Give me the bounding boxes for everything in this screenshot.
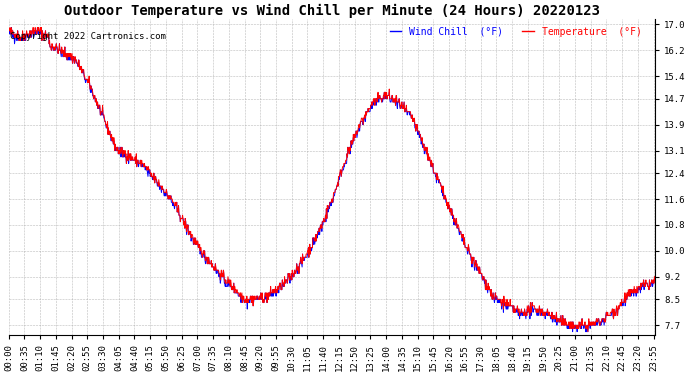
Wind Chill  (°F) [575,323,584,327]
Wind Chill  (°F) [221,284,229,289]
Wind Chill  (°F) [7,26,15,30]
Wind Chill  (°F) [133,161,141,166]
Text: Copyright 2022 Cartronics.com: Copyright 2022 Cartronics.com [10,32,166,41]
Temperature  (°F) [149,174,157,178]
Temperature  (°F) [6,26,14,30]
Legend: Wind Chill  (°F), Temperature  (°F): Wind Chill (°F), Temperature (°F) [386,22,646,40]
Wind Chill  (°F) [651,278,660,282]
Temperature  (°F) [221,281,229,285]
Wind Chill  (°F) [433,177,442,182]
Temperature  (°F) [133,158,141,162]
Temperature  (°F) [584,330,592,334]
Wind Chill  (°F) [149,174,157,178]
Temperature  (°F) [575,320,583,324]
Temperature  (°F) [5,28,13,33]
Wind Chill  (°F) [5,28,13,33]
Title: Outdoor Temperature vs Wind Chill per Minute (24 Hours) 20220123: Outdoor Temperature vs Wind Chill per Mi… [64,4,600,18]
Line: Wind Chill  (°F): Wind Chill (°F) [9,28,656,332]
Line: Temperature  (°F): Temperature (°F) [9,28,656,332]
Wind Chill  (°F) [518,310,526,315]
Temperature  (°F) [433,177,442,182]
Wind Chill  (°F) [569,330,577,334]
Temperature  (°F) [651,278,660,282]
Temperature  (°F) [518,310,526,315]
